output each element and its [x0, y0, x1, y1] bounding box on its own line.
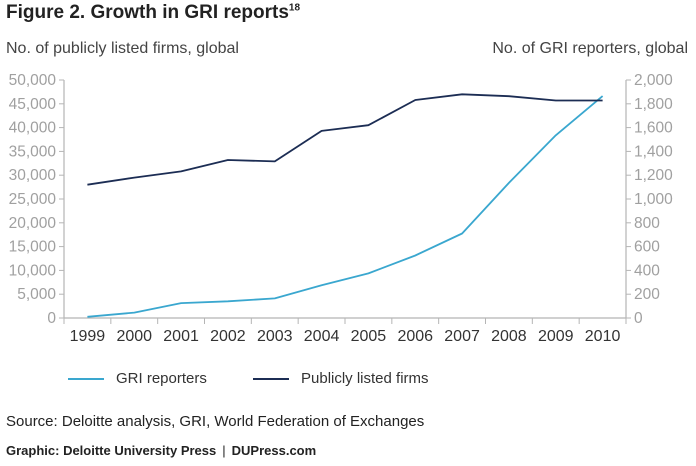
x-axis-tick-label: 2009: [538, 328, 574, 345]
right-axis-tick-label: 0: [634, 310, 643, 327]
x-axis-tick-label: 2010: [585, 328, 621, 345]
right-axis-tick-label: 1,000: [634, 191, 673, 208]
right-axis-tick-label: 200: [634, 286, 660, 303]
chart-title-text: Figure 2. Growth in GRI reports: [6, 2, 289, 23]
x-axis-tick-label: 2000: [116, 328, 152, 345]
left-axis-tick-label: 15,000: [9, 239, 57, 256]
right-axis-tick-label: 800: [634, 215, 660, 232]
left-axis-tick-label: 20,000: [9, 215, 57, 232]
right-axis-tick-label: 1,400: [634, 143, 673, 160]
graphic-credit: Graphic: Deloitte University Press | DUPre…: [6, 443, 316, 458]
right-axis-title: No. of GRI reporters, global: [492, 40, 688, 57]
left-axis-tick-label: 5,000: [17, 286, 56, 303]
x-axis-tick-label: 2007: [444, 328, 480, 345]
legend-item-gri-reporters: GRI reporters: [68, 370, 207, 387]
chart-series: [87, 93, 604, 318]
legend-swatch-gri-reporters: [68, 377, 104, 380]
x-axis-tick-label: 2008: [491, 328, 527, 345]
graphic-credit-publisher: Graphic: Deloitte University Press: [6, 443, 217, 458]
legend-swatch-publicly-listed-firms: [253, 377, 289, 380]
legend-label-gri-reporters: GRI reporters: [116, 370, 207, 387]
chart-title: Figure 2. Growth in GRI reports18: [6, 2, 300, 24]
graphic-credit-separator: |: [222, 443, 226, 458]
x-axis-tick-label: 2006: [397, 328, 433, 345]
left-axis-tick-label: 25,000: [9, 191, 57, 208]
source-note: Source: Deloitte analysis, GRI, World Fe…: [6, 413, 425, 430]
x-axis-tick-label: 2002: [210, 328, 246, 345]
left-axis-tick-label: 30,000: [9, 167, 57, 184]
chart-title-footnote: 18: [288, 2, 301, 14]
left-axis-ticks: 0 5,000 10,000 15,000 20,000 25,000 30,000 35,0…: [9, 72, 64, 327]
left-axis-tick-label: 35,000: [9, 143, 57, 160]
right-axis-tick-label: 1,600: [634, 120, 673, 137]
x-axis-tick-label: 2003: [257, 328, 293, 345]
x-axis-tick-label: 2005: [351, 328, 387, 345]
legend-item-publicly-listed-firms: Publicly listed firms: [253, 370, 429, 387]
right-axis-tick-label: 1,800: [634, 96, 673, 113]
left-axis-tick-label: 50,000: [9, 72, 57, 89]
x-axis-tick-label: 2001: [163, 328, 199, 345]
left-axis-title: No. of publicly listed firms, global: [6, 40, 239, 57]
left-axis-tick-label: 45,000: [9, 96, 57, 113]
left-axis-tick-label: 40,000: [9, 120, 57, 137]
right-axis-tick-label: 600: [634, 239, 660, 256]
left-axis-tick-label: 10,000: [9, 262, 57, 279]
line-chart: 0 5,000 10,000 15,000 20,000 25,000 30,000 35,0…: [9, 72, 674, 345]
right-axis-tick-label: 1,200: [634, 167, 673, 184]
right-axis-tick-label: 2,000: [634, 72, 673, 89]
chart-axes: [63, 80, 627, 319]
series-line-gri-reporters: [87, 95, 604, 318]
right-axis-ticks: 0 200 400 600 800 1,000 1,200 1,400 1,600 1,800 2,…: [626, 72, 673, 327]
x-axis-tick-label: 1999: [70, 328, 106, 345]
x-axis-ticks: 1999 2000 2001 2002 2003 2004 2005 2006 2007 2008…: [63, 318, 627, 345]
legend-label-publicly-listed-firms: Publicly listed firms: [301, 370, 429, 387]
right-axis-tick-label: 400: [634, 262, 660, 279]
series-line-publicly-listed-firms: [87, 93, 603, 186]
left-axis-tick-label: 0: [47, 310, 56, 327]
graphic-credit-website: DUPress.com: [231, 443, 317, 458]
x-axis-tick-label: 2004: [304, 328, 340, 345]
